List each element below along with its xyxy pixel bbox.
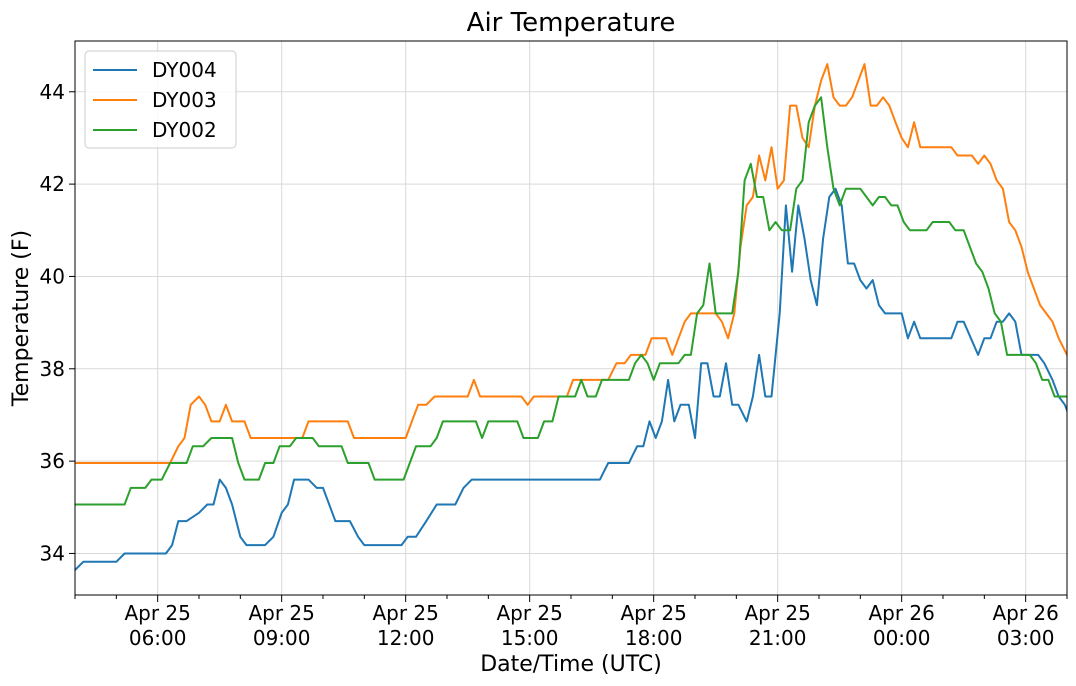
legend-label-dy002: DY002: [152, 118, 217, 142]
series-line-dy003: [75, 63, 1067, 464]
chart-title: Air Temperature: [467, 8, 676, 38]
series-line-dy004: [75, 187, 1067, 571]
x-tick-label-time: 18:00: [625, 626, 683, 650]
x-tick-label-date: Apr 25: [620, 601, 686, 625]
y-tick-label: 44: [40, 80, 65, 104]
y-tick-label: 34: [40, 541, 65, 565]
legend-box: [84, 50, 237, 149]
x-tick-label-date: Apr 26: [992, 601, 1058, 625]
x-tick-label-date: Apr 25: [124, 601, 190, 625]
y-tick-label: 36: [40, 449, 65, 473]
x-tick-label-date: Apr 25: [372, 601, 438, 625]
x-tick-label-time: 00:00: [873, 626, 931, 650]
x-tick-label-time: 21:00: [749, 626, 807, 650]
x-tick-label-time: 12:00: [377, 626, 435, 650]
x-tick-label-time: 03:00: [997, 626, 1055, 650]
legend: DY004 DY003 DY002: [84, 50, 237, 149]
y-tick-label: 38: [40, 357, 65, 381]
x-tick-label-date: Apr 26: [868, 601, 934, 625]
grid-lines: [75, 41, 1067, 595]
series-lines: [75, 63, 1067, 571]
x-tick-label-date: Apr 25: [496, 601, 562, 625]
legend-label-dy003: DY003: [152, 88, 217, 112]
x-tick-label-time: 15:00: [501, 626, 559, 650]
plot-frame: [74, 40, 1068, 596]
x-tick-label-time: 09:00: [253, 626, 311, 650]
legend-label-dy004: DY004: [152, 58, 217, 82]
x-tick-label-date: Apr 25: [248, 601, 314, 625]
y-tick-label: 42: [40, 172, 65, 196]
x-tick-label-date: Apr 25: [744, 601, 810, 625]
x-axis-label: Date/Time (UTC): [480, 652, 662, 677]
y-tick-label: 40: [40, 264, 65, 288]
y-axis-label: Temperature (F): [9, 230, 34, 407]
x-tick-label-time: 06:00: [129, 626, 187, 650]
series-line-dy002: [75, 96, 1067, 506]
